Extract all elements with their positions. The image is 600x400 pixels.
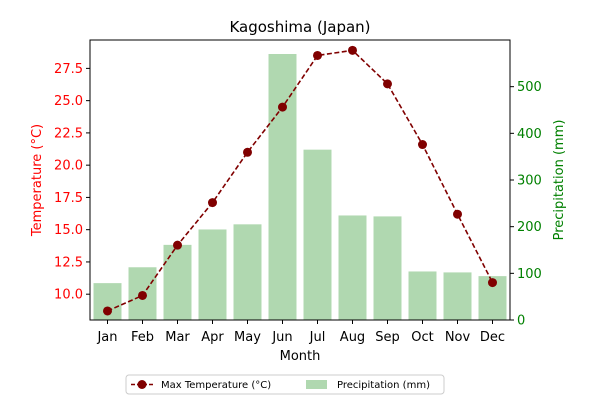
right-tick-label: 500 [517,80,542,95]
legend-label-precipitation: Precipitation (mm) [337,380,430,391]
point-jul [313,50,322,60]
left-axis-label: Temperature (°C) [30,124,45,237]
point-apr [208,198,217,208]
left-tick-label: 17.5 [54,191,83,206]
bar-aug [338,215,367,320]
bar-may [233,224,262,320]
x-axis-label: Month [280,349,321,364]
x-tick-label: Oct [411,330,433,345]
point-feb [138,290,147,300]
bar-jul [303,149,332,320]
chart-title: Kagoshima (Japan) [229,18,370,36]
left-tick-label: 27.5 [54,62,83,77]
x-tick-label: Jan [96,330,117,345]
x-tick-label: Jun [271,330,292,345]
legend-box [125,374,445,395]
bar-apr [198,229,227,320]
legend-bar-swatch [306,380,327,389]
x-tick-label: Apr [201,330,224,345]
legend-line-marker [137,380,147,389]
x-tick-label: Sep [375,330,400,345]
left-axis-ticks: 10.0 12.5 15.0 17.5 20.0 22.5 25.0 27.5 [54,62,90,303]
point-jan [103,306,112,316]
point-may [243,147,252,157]
point-jun [278,102,287,112]
x-tick-label: May [234,330,261,345]
x-tick-label: Jul [309,330,326,345]
x-tick-label: Dec [480,330,505,345]
right-axis-label: Precipitation (mm) [552,120,567,241]
bar-mar [163,244,192,320]
legend-label-temperature: Max Temperature (°C) [161,380,271,391]
bar-sep [373,216,402,320]
precipitation-bars [93,54,507,320]
bar-oct [408,271,437,320]
left-tick-label: 15.0 [54,223,83,238]
legend: Max Temperature (°C) Precipitation (mm) [125,374,445,395]
x-tick-label: Feb [131,330,154,345]
left-tick-label: 25.0 [54,94,83,109]
left-tick-label: 22.5 [54,126,83,141]
left-tick-label: 20.0 [54,159,83,174]
point-oct [418,140,427,150]
point-sep [383,79,392,89]
point-nov [453,209,462,219]
right-tick-label: 100 [517,267,542,282]
right-tick-label: 200 [517,220,542,235]
bar-jun [268,54,297,320]
x-tick-label: Mar [165,330,190,345]
point-mar [173,240,182,250]
left-tick-label: 12.5 [54,255,83,270]
right-tick-label: 0 [517,314,525,329]
left-tick-label: 10.0 [54,288,83,303]
point-dec [488,278,497,288]
right-tick-label: 400 [517,127,542,142]
temperature-series-line [107,49,494,312]
right-tick-label: 300 [517,174,542,189]
x-tick-label: Nov [445,330,471,345]
x-tick-label: Aug [340,330,365,345]
right-axis-ticks: 0 100 200 300 400 500 [510,80,542,329]
bar-nov [443,272,472,320]
temperature-line [103,45,497,316]
x-axis-ticks: Jan Feb Mar Apr May Jun Jul Aug Sep Oct Nov Dec [96,320,505,345]
point-aug [348,45,357,55]
